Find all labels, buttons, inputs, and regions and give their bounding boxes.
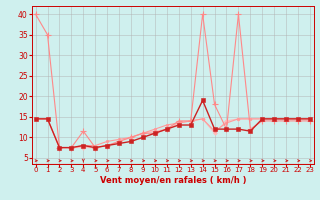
X-axis label: Vent moyen/en rafales ( km/h ): Vent moyen/en rafales ( km/h ): [100, 176, 246, 185]
